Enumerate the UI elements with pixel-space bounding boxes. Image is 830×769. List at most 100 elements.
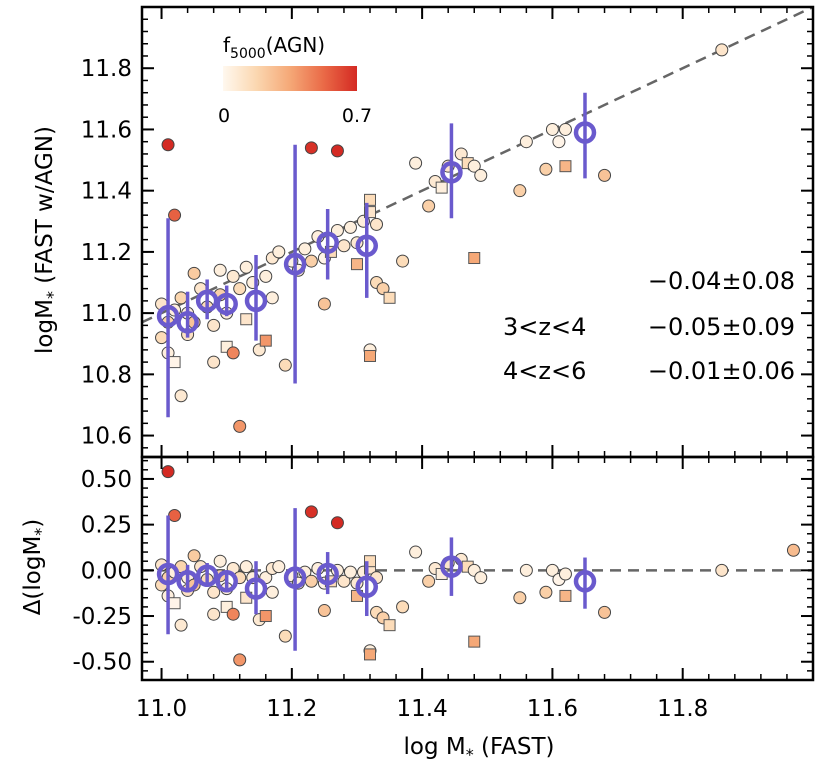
y-tick-label: 0.00 bbox=[81, 558, 132, 584]
data-point-square bbox=[435, 181, 448, 194]
data-point-circle bbox=[174, 618, 188, 632]
data-point-circle bbox=[337, 574, 351, 588]
data-point-circle bbox=[239, 260, 253, 274]
data-point-circle bbox=[598, 168, 612, 182]
data-point-square bbox=[559, 589, 572, 602]
data-point-circle bbox=[168, 508, 182, 522]
bin-median-marker bbox=[176, 311, 199, 334]
data-point-circle bbox=[598, 605, 612, 619]
bin-median-marker bbox=[176, 570, 199, 593]
annotation-label-z46: 4<z<6 bbox=[503, 357, 586, 385]
data-point-circle bbox=[454, 147, 468, 161]
bin-median-marker bbox=[283, 566, 307, 589]
data-point-square bbox=[168, 356, 181, 369]
data-point-circle bbox=[213, 263, 227, 277]
data-point-circle bbox=[343, 565, 357, 579]
data-point-circle bbox=[233, 419, 247, 433]
bin-median-marker bbox=[215, 292, 238, 316]
data-point-circle bbox=[330, 516, 344, 530]
data-point-circle bbox=[226, 269, 240, 283]
y-tick-label: 0.50 bbox=[81, 467, 132, 493]
data-point-circle bbox=[207, 355, 221, 369]
bin-median-marker bbox=[215, 570, 238, 593]
data-point-square bbox=[350, 258, 363, 271]
y-tick-label: -0.25 bbox=[72, 604, 132, 630]
plot-content bbox=[142, 7, 813, 433]
bin-median-marker bbox=[316, 231, 339, 254]
data-point-circle bbox=[174, 389, 188, 403]
data-point-circle bbox=[337, 239, 351, 253]
data-point-circle bbox=[272, 245, 286, 259]
data-point-circle bbox=[474, 571, 488, 585]
data-point-circle bbox=[304, 574, 318, 588]
data-point-circle bbox=[304, 141, 318, 155]
x-tick-label: 11.4 bbox=[397, 696, 448, 722]
data-point-circle bbox=[545, 122, 559, 136]
bin-median-marker bbox=[244, 289, 268, 313]
y-tick-label: 10.8 bbox=[81, 362, 132, 388]
plot-frame bbox=[140, 455, 815, 682]
data-point-circle bbox=[155, 331, 169, 345]
plot-content bbox=[142, 465, 813, 667]
data-point-square bbox=[259, 334, 272, 347]
top-y-axis-title: logM* (FAST w/AGN) bbox=[32, 126, 62, 354]
data-point-circle bbox=[396, 254, 410, 268]
bin-median-marker bbox=[156, 562, 180, 586]
data-point-circle bbox=[558, 122, 572, 136]
y-tick-label: 11.0 bbox=[81, 301, 132, 327]
data-point-circle bbox=[396, 600, 410, 614]
data-point-circle bbox=[370, 217, 384, 231]
y-tick-label: -0.50 bbox=[72, 650, 132, 676]
data-point-square bbox=[364, 555, 377, 568]
bin-median-marker bbox=[195, 564, 219, 588]
data-point-circle bbox=[187, 549, 201, 563]
data-point-circle bbox=[513, 591, 527, 605]
data-point-circle bbox=[330, 223, 344, 237]
data-point-circle bbox=[161, 465, 175, 479]
data-point-circle bbox=[272, 560, 286, 574]
data-point-square bbox=[468, 252, 481, 265]
data-point-circle bbox=[213, 554, 227, 568]
data-point-circle bbox=[558, 567, 572, 581]
x-axis-title: log M* (FAST) bbox=[404, 734, 555, 764]
annotation-value-z46: −0.01±0.06 bbox=[648, 357, 795, 385]
x-tick-label: 11.8 bbox=[657, 696, 708, 722]
data-point-square bbox=[383, 619, 396, 632]
data-point-circle bbox=[187, 266, 201, 280]
bin-median-marker bbox=[573, 570, 597, 593]
data-point-square bbox=[364, 206, 377, 219]
y-tick-label: 11.2 bbox=[81, 240, 132, 266]
annotation-label-z34: 3<z<4 bbox=[503, 313, 586, 341]
data-point-circle bbox=[715, 43, 729, 57]
data-point-square bbox=[468, 635, 481, 648]
data-point-circle bbox=[233, 282, 247, 296]
data-point-circle bbox=[233, 653, 247, 667]
data-point-circle bbox=[259, 269, 273, 283]
data-point-circle bbox=[317, 604, 331, 618]
data-point-circle bbox=[376, 282, 390, 296]
data-point-circle bbox=[330, 144, 344, 158]
data-point-circle bbox=[298, 242, 312, 256]
data-point-circle bbox=[519, 135, 533, 149]
data-point-circle bbox=[545, 563, 559, 577]
data-point-circle bbox=[304, 505, 318, 519]
data-point-circle bbox=[539, 585, 553, 599]
data-point-circle bbox=[343, 220, 357, 234]
data-point-circle bbox=[409, 156, 423, 170]
data-point-circle bbox=[519, 563, 533, 577]
colorbar: f5000(AGN) 0 0.7 bbox=[218, 33, 372, 127]
data-point-circle bbox=[226, 346, 240, 360]
bin-median-marker bbox=[316, 562, 339, 586]
colorbar-title: f5000(AGN) bbox=[223, 33, 325, 62]
data-point-circle bbox=[467, 159, 481, 173]
top-panel: 10.6 10.8 11.0 11.2 11.4 11.6 11.8 bbox=[81, 5, 815, 459]
bottom-y-axis-title: Δ(logM*) bbox=[20, 519, 50, 616]
data-point-square bbox=[259, 610, 272, 623]
data-point-square bbox=[168, 597, 181, 610]
data-point-circle bbox=[207, 318, 221, 332]
data-point-circle bbox=[168, 208, 182, 222]
data-point-circle bbox=[304, 254, 318, 268]
colorbar-max-label: 0.7 bbox=[342, 105, 372, 127]
